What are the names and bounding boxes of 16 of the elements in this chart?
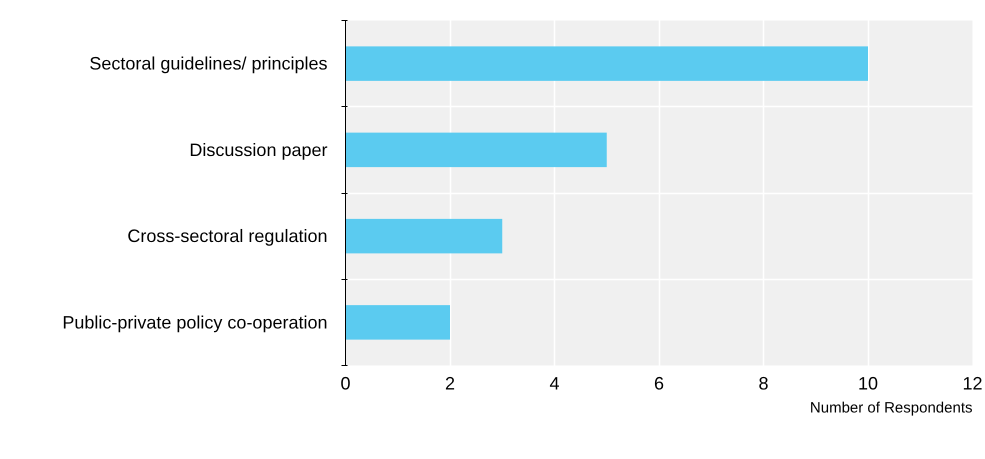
x-tick-label: 8 — [758, 374, 769, 394]
x-tick-label: 10 — [858, 374, 878, 394]
x-tick-label: 4 — [549, 374, 560, 394]
y-tick-label: Public-private policy co-operation — [62, 312, 328, 332]
x-tick-label: 0 — [340, 374, 351, 394]
x-tick-label: 12 — [962, 374, 983, 394]
x-tick-label: 6 — [654, 374, 664, 394]
y-tick-label: Sectoral guidelines/ principles — [89, 54, 328, 74]
bar — [346, 305, 450, 340]
y-tick-label: Discussion paper — [189, 140, 328, 160]
bar — [346, 132, 607, 168]
y-tick-label: Cross-sectoral regulation — [127, 226, 328, 246]
x-axis-title: Number of Respondents — [810, 400, 973, 416]
bar — [346, 218, 502, 254]
x-tick-label: 2 — [444, 374, 456, 394]
bar — [346, 46, 868, 81]
